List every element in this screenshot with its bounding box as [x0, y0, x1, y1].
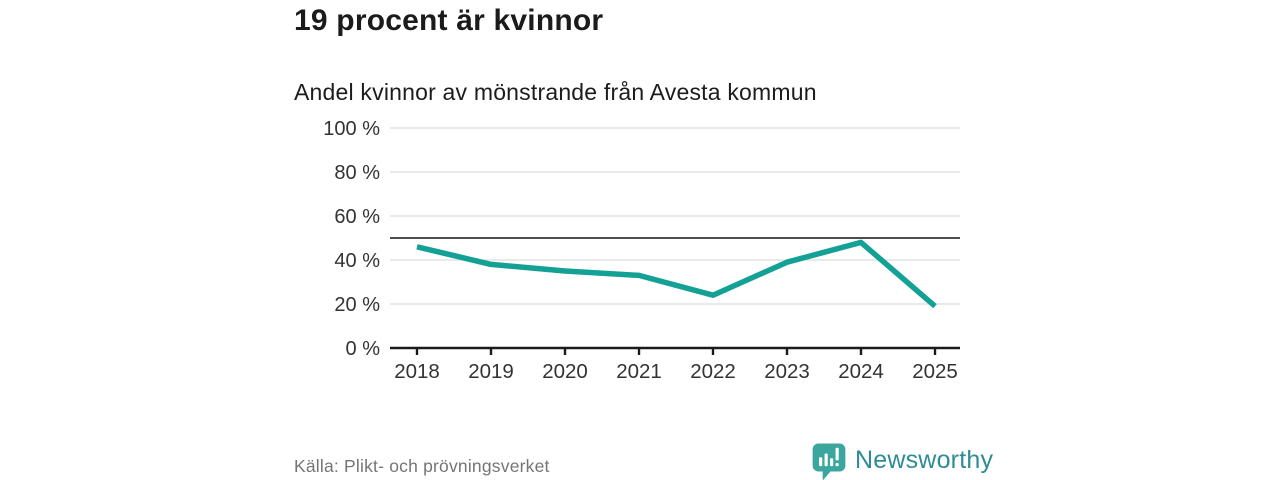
page-title: 19 procent är kvinnor: [294, 4, 604, 37]
line-chart: 0 % 20 % 40 % 60 % 80 % 100 % 2018 2019 2020 2021…: [323, 118, 960, 383]
bar-chart-glyph: [819, 447, 839, 467]
y-axis-label-20: 20 %: [334, 294, 380, 316]
x-axis-label-2023: 2023: [764, 360, 810, 383]
x-axis-label-2020: 2020: [542, 360, 588, 383]
line-chart-container: 0 % 20 % 40 % 60 % 80 % 100 % 2018 2019 2020 2021…: [290, 112, 980, 402]
y-axis-label-0: 0 %: [346, 338, 381, 360]
exclamation-dot: [835, 463, 839, 467]
chart-subtitle: Andel kvinnor av mönstrande från Avesta …: [294, 79, 817, 105]
y-axis-label-80: 80 %: [334, 162, 380, 184]
data-line-series: [416, 239, 937, 309]
x-axis-label-2021: 2021: [616, 360, 662, 383]
x-axis-label-2025: 2025: [912, 360, 958, 383]
exclamation-bar: [835, 447, 839, 461]
brand-name: Newsworthy: [855, 446, 994, 474]
newsworthy-logo-icon: [812, 443, 846, 480]
x-axis-label-2019: 2019: [468, 360, 514, 383]
source-attribution: Källa: Plikt- och prövningsverket: [294, 456, 550, 476]
y-axis-label-40: 40 %: [334, 250, 380, 272]
y-axis-label-100: 100 %: [323, 118, 380, 140]
x-axis-label-2022: 2022: [690, 360, 736, 383]
x-axis-label-2018: 2018: [394, 360, 440, 383]
y-axis-label-60: 60 %: [334, 206, 380, 228]
newsworthy-logo: Newsworthy: [812, 443, 993, 480]
speech-bubble-shape: [812, 443, 846, 480]
x-axis-label-2024: 2024: [838, 360, 884, 383]
